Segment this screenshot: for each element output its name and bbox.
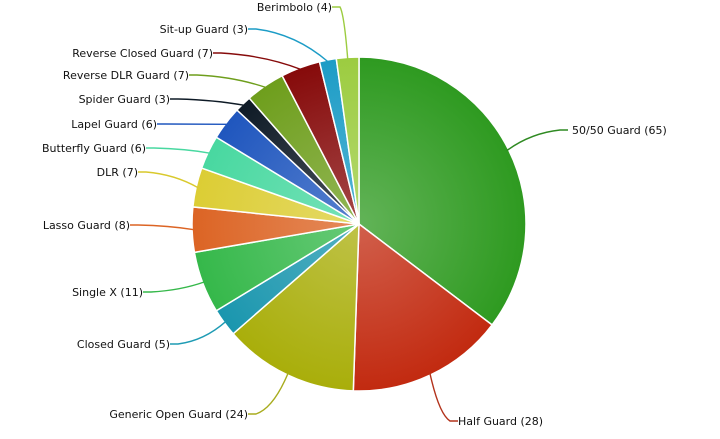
slice-label: Lapel Guard (6) — [71, 118, 157, 131]
leader-line — [429, 372, 458, 422]
pie-slices — [191, 56, 527, 392]
leader-line — [506, 129, 568, 152]
slice-label: Single X (11) — [72, 286, 143, 299]
slice-label: 50/50 Guard (65) — [572, 124, 667, 137]
slice-label: Berimbolo (4) — [257, 1, 332, 14]
leader-line — [332, 6, 349, 60]
slice-label: Closed Guard (5) — [77, 338, 170, 351]
slice-label: DLR (7) — [97, 166, 138, 179]
slice-label: Sit-up Guard (3) — [160, 23, 248, 36]
slice-label: Spider Guard (3) — [79, 93, 170, 106]
leader-line — [248, 28, 329, 63]
leader-line — [138, 171, 199, 189]
slice-label: Butterfly Guard (6) — [42, 142, 146, 155]
leader-line — [146, 147, 211, 154]
leader-line — [189, 74, 267, 89]
slice-label: Reverse DLR Guard (7) — [63, 69, 189, 82]
slice-label: Reverse Closed Guard (7) — [72, 47, 213, 60]
slice-labels: 50/50 Guard (65) Half Guard (28) Generic O… — [42, 1, 667, 428]
leader-line — [213, 52, 302, 71]
slice-label: Generic Open Guard (24) — [109, 408, 248, 421]
leader-line — [130, 224, 195, 231]
leader-line — [143, 281, 205, 293]
slice-label: Half Guard (28) — [458, 415, 543, 428]
leader-line — [170, 320, 227, 345]
leader-lines — [130, 6, 568, 422]
leader-line — [248, 372, 289, 415]
leader-line — [170, 98, 245, 107]
slice-label: Lasso Guard (8) — [43, 219, 130, 232]
